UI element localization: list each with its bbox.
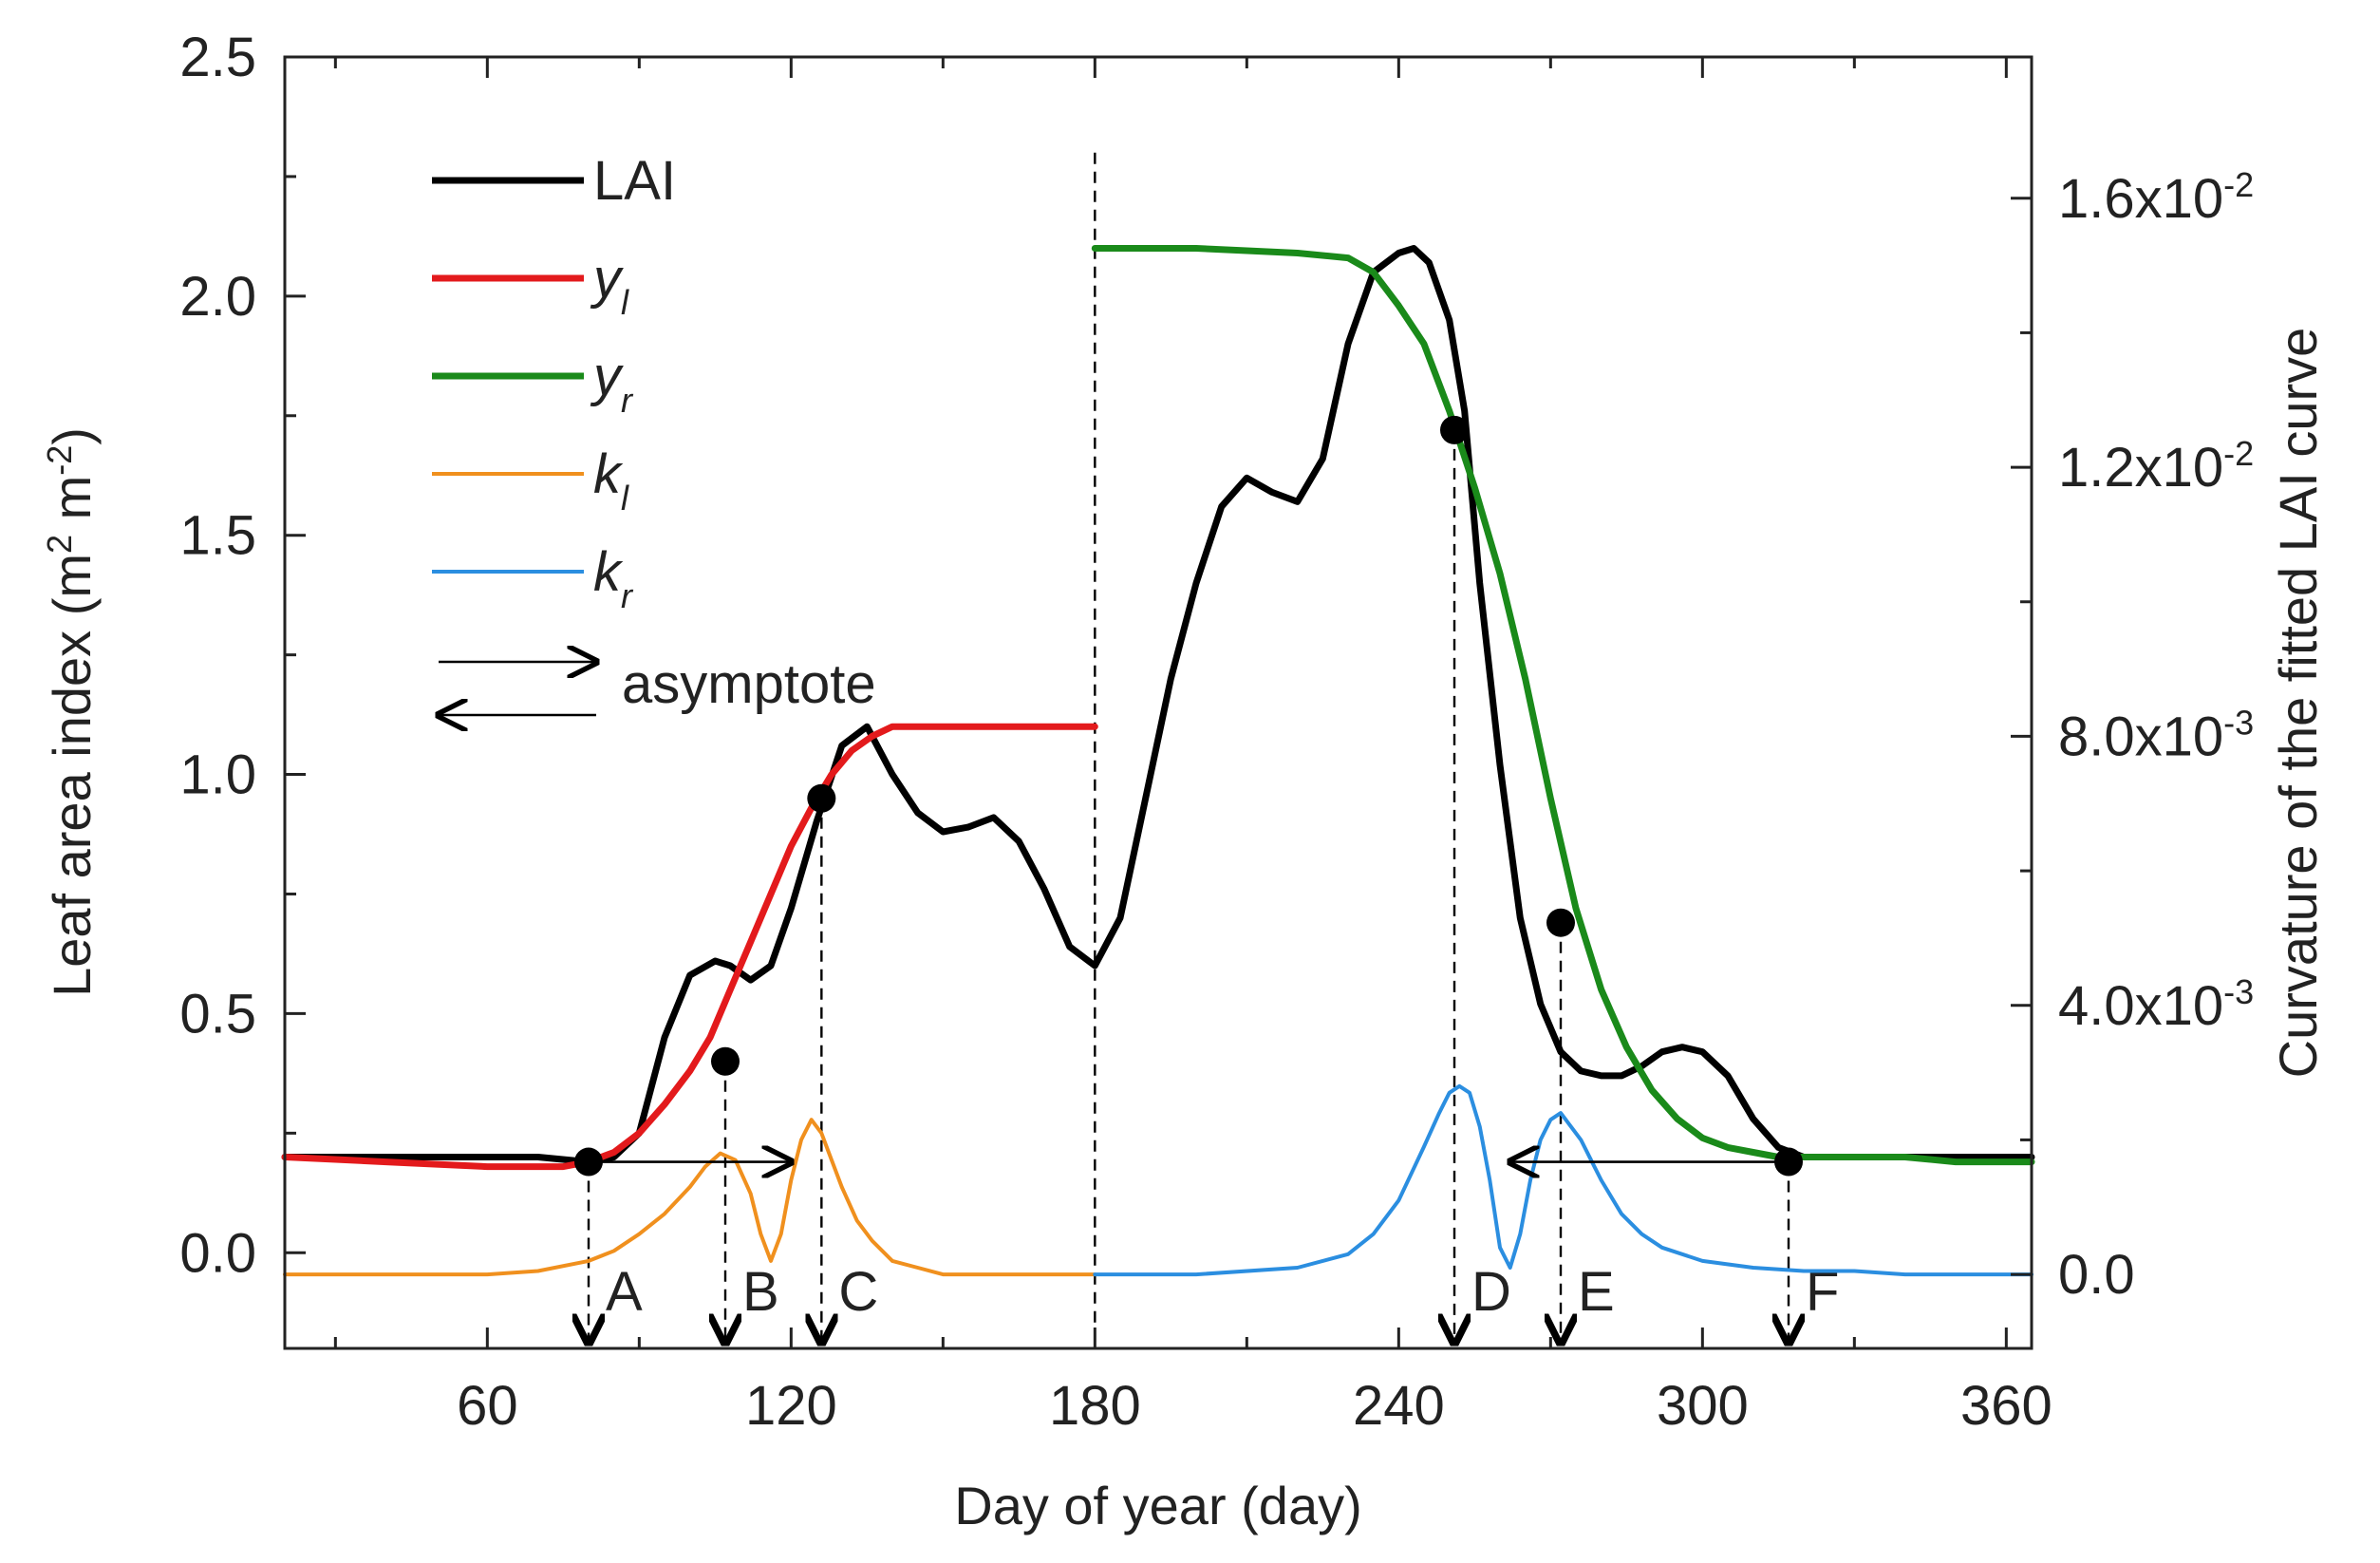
x-tick-label: 360 (1960, 1375, 2052, 1437)
series-lai (281, 245, 2035, 1166)
y2-tick-label: 4.0x10-3 (2058, 972, 2254, 1037)
key-point (807, 783, 836, 813)
y2-tick-label: 1.2x10-2 (2058, 434, 2254, 499)
y-tick-label: 1.5 (179, 505, 256, 567)
legend: LAI yl yr kl kr asymptote (432, 150, 876, 715)
x-axis: 60 120 180 240 300 360 (333, 57, 2052, 1437)
y2-tick-label: 8.0x10-3 (2058, 703, 2254, 767)
legend-label-asymptote: asymptote (622, 653, 876, 715)
y-tick-label: 2.0 (179, 266, 256, 328)
x-tick-label: 180 (1049, 1375, 1141, 1437)
series-kl (283, 1118, 1097, 1277)
y-tick-label: 2.5 (179, 27, 256, 88)
y-axis-left: 0.0 0.5 1.0 1.5 2.0 2.5 (179, 27, 306, 1284)
x-axis-title: Day of year (day) (954, 1476, 1362, 1535)
y-axis-title: Leaf area index (m2 m-2) (40, 427, 102, 997)
legend-label-yl: yl (590, 248, 629, 322)
y2-tick-label: 1.6x10-2 (2058, 165, 2254, 230)
y2-tick-label: 0.0 (2058, 1244, 2135, 1306)
x-tick-label: 60 (457, 1375, 518, 1437)
y-tick-label: 0.5 (179, 983, 256, 1045)
key-point (1546, 908, 1575, 937)
y-axis-right: 0.0 4.0x10-3 8.0x10-3 1.2x10-2 1.6x10-2 (2011, 165, 2254, 1306)
key-point (574, 1147, 603, 1177)
phenology-marker-c: C (838, 1261, 878, 1323)
x-tick-label: 120 (745, 1375, 837, 1437)
x-tick-label: 240 (1353, 1375, 1445, 1437)
series-yl (281, 723, 1098, 1171)
y-tick-label: 0.0 (179, 1222, 256, 1284)
phenology-marker-b: B (742, 1261, 779, 1323)
legend-label-kl: kl (593, 443, 629, 518)
phenology-marker-a: A (606, 1261, 643, 1323)
series-yr (1091, 245, 2035, 1166)
y2-axis-title: Curvature of the fitted LAI curve (2268, 328, 2328, 1079)
series-kr (1093, 1083, 2033, 1277)
x-tick-label: 300 (1657, 1375, 1749, 1437)
legend-label-kr: kr (593, 541, 634, 615)
plot-frame (283, 55, 2033, 1350)
phenology-marker-e: E (1578, 1261, 1615, 1323)
phenology-marker-d: D (1471, 1261, 1511, 1323)
legend-label-yr: yr (590, 346, 634, 420)
key-point (711, 1046, 740, 1076)
key-point (1440, 415, 1469, 444)
key-point (1774, 1147, 1803, 1177)
y-tick-label: 1.0 (179, 744, 256, 806)
legend-label-lai: LAI (593, 150, 676, 212)
